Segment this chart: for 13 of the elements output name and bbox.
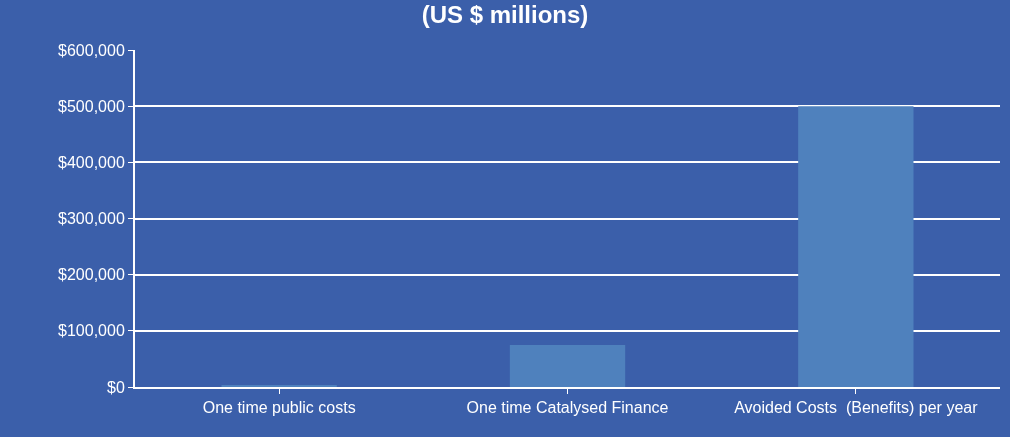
y-tick-label: $400,000 — [58, 153, 125, 171]
y-tick-label: $100,000 — [58, 322, 125, 340]
y-tick-label: $300,000 — [58, 210, 125, 228]
chart-title: (US $ millions) — [421, 1, 589, 29]
y-tick-label: $500,000 — [58, 97, 125, 115]
bar — [509, 344, 626, 387]
x-tick-label: One time public costs — [202, 399, 356, 417]
x-tick-label: One time Catalysed Finance — [466, 399, 669, 417]
bar — [798, 106, 914, 387]
y-tick-label: $600,000 — [58, 41, 125, 59]
y-tick-label: $200,000 — [58, 266, 125, 284]
x-tick-label: Avoided Costs (Benefits) per year — [734, 399, 979, 417]
y-tick-label: $0 — [107, 378, 125, 396]
